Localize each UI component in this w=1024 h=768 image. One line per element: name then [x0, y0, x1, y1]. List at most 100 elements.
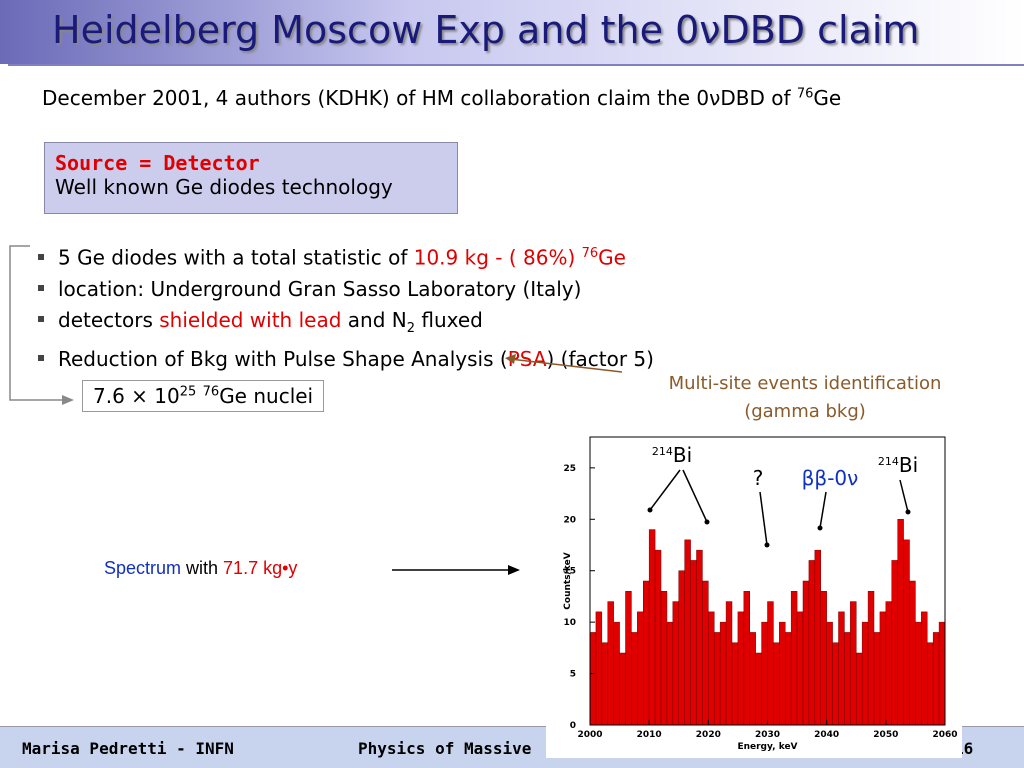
text-segment: Ge — [598, 245, 626, 270]
text-segment: location: Underground Gran Sasso Laborat… — [58, 276, 582, 301]
histogram-bar — [678, 570, 685, 726]
histogram-bar — [767, 601, 774, 726]
histogram-bar — [779, 621, 786, 726]
nuclei-box: 7.6 × 1025 76Ge nuclei — [82, 380, 325, 412]
box-line2: Well known Ge diodes technology — [55, 175, 393, 199]
histogram-bar — [619, 652, 626, 726]
histogram-bar — [637, 611, 644, 726]
histogram-bar — [850, 601, 857, 726]
text-segment: Ge nuclei — [219, 384, 314, 408]
y-tick-label: 0 — [570, 721, 576, 731]
histogram-bar — [666, 621, 674, 726]
histogram-bar — [648, 529, 656, 726]
bullet: 5 Ge diodes with a total statistic of 10… — [38, 238, 654, 274]
peak-annotation: ββ-0ν — [802, 466, 859, 490]
text-segment: 2 — [406, 320, 415, 336]
y-tick-label: 20 — [563, 515, 576, 525]
y-tick-label: 15 — [563, 567, 576, 577]
histogram-bar — [737, 611, 745, 726]
text-segment: Spectrum — [104, 558, 187, 578]
intro: December 2001, 4 authors (KDHK) of HM co… — [42, 86, 841, 110]
annotation-arrowhead — [704, 519, 710, 525]
histogram-bar — [702, 580, 709, 726]
histogram-bar — [684, 539, 691, 726]
text-segment: shielded with lead — [159, 307, 342, 332]
x-tick-label: 2000 — [577, 730, 602, 740]
x-tick-label: 2050 — [873, 730, 898, 740]
bullet-marker — [38, 254, 44, 261]
histogram-bar — [696, 549, 703, 726]
annotation-text: ? — [753, 466, 764, 490]
histogram-bar — [856, 652, 863, 726]
annotation-arrow — [649, 469, 681, 511]
histogram-bar — [903, 539, 910, 726]
text-segment: with — [186, 558, 224, 578]
text-segment: 76 — [796, 86, 814, 102]
text-segment: 71.7 kg•y — [223, 558, 298, 578]
histogram-bar — [790, 591, 798, 726]
histogram-bar — [601, 642, 608, 726]
annotation-arrow — [899, 479, 909, 513]
annotation-arrowhead — [647, 507, 653, 513]
y-tick-label: 10 — [563, 618, 576, 628]
histogram-bar — [731, 642, 739, 726]
histogram-bar — [820, 591, 827, 726]
annotation-line1: Multi-site events identification — [668, 373, 942, 394]
annotation-text: Bi — [899, 453, 918, 477]
histogram-bar — [897, 519, 904, 726]
annotation-arrowhead — [764, 542, 770, 548]
histogram-bar — [802, 580, 810, 726]
text-segment: detectors — [58, 307, 160, 332]
peak-annotation: 214Bi — [652, 443, 692, 467]
bullet: location: Underground Gran Sasso Laborat… — [38, 274, 654, 305]
annotation-arrow — [682, 469, 708, 523]
bullet-marker — [38, 355, 44, 362]
histogram-bar — [631, 632, 638, 726]
x-tick-label: 2010 — [637, 730, 662, 740]
text-segment: fluxed — [415, 307, 483, 332]
histogram-bar — [613, 621, 620, 726]
histogram-bar — [743, 591, 750, 726]
histogram-bar — [773, 642, 780, 726]
histogram-bar — [654, 549, 662, 726]
title: Heidelberg Moscow Exp and the 0νDBD clai… — [52, 8, 920, 52]
histogram-bar — [595, 611, 603, 726]
annotation-line2: (gamma bkg) — [744, 401, 866, 422]
annotation-arrowhead — [817, 525, 823, 531]
info-box: Source = Detector Well known Ge diodes t… — [44, 142, 458, 214]
histogram-bar — [838, 611, 845, 726]
x-axis-label: Energy, keV — [737, 742, 797, 752]
x-tick-label: 2020 — [696, 730, 721, 740]
x-tick-label: 2040 — [814, 730, 839, 740]
histogram-bar — [873, 632, 881, 726]
histogram-bar — [761, 621, 768, 726]
histogram-bar — [755, 652, 762, 726]
bullet: Reduction of Bkg with Pulse Shape Analys… — [38, 344, 654, 375]
peak-annotation: ? — [753, 466, 764, 490]
text-segment: Reduction of Bkg with Pulse Shape Analys… — [58, 346, 508, 371]
text-segment: ) (factor 5) — [546, 346, 654, 371]
peak-annotation: 214Bi — [878, 453, 918, 477]
histogram-bar — [826, 621, 833, 726]
text-segment: Ge — [813, 86, 842, 110]
histogram-bar — [879, 611, 887, 726]
bracket-arrowhead — [62, 395, 74, 405]
annotation: Multi-site events identification (gamma … — [620, 370, 990, 426]
histogram-bar — [643, 580, 650, 726]
text-segment: 7.6 × 10 — [93, 384, 180, 408]
histogram-bar — [932, 632, 940, 726]
footer-author: Marisa Pedretti - INFN — [22, 739, 234, 758]
histogram-bar — [867, 591, 875, 726]
histogram-bar — [725, 601, 733, 726]
text-segment: 25 — [179, 384, 197, 400]
box-line1: Source = Detector — [55, 151, 260, 175]
footer-event: Physics of Massive — [358, 739, 532, 758]
histogram-bar — [891, 560, 898, 726]
annotation-arrow — [819, 491, 827, 529]
spectrum-arrowhead — [508, 565, 520, 575]
histogram-bar — [808, 560, 816, 726]
histogram-bar — [785, 632, 792, 726]
histogram-bar — [589, 632, 597, 726]
